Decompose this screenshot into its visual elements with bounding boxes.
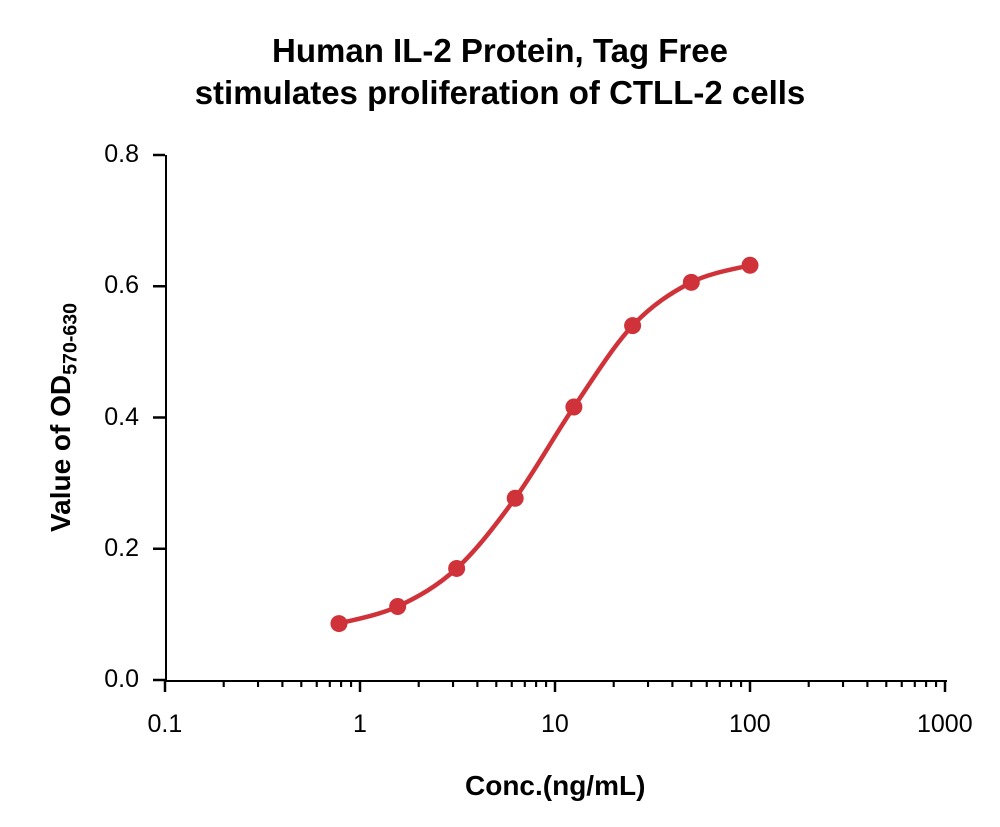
data-marker — [389, 598, 406, 615]
data-marker — [330, 615, 347, 632]
data-marker — [683, 274, 700, 291]
y-tick-label: 0.8 — [104, 140, 139, 169]
data-marker — [448, 560, 465, 577]
x-tick-label: 100 — [729, 710, 771, 739]
y-tick-label: 0.2 — [104, 534, 139, 563]
x-tick-label: 10 — [541, 710, 569, 739]
chart-svg — [0, 0, 1000, 827]
series-line — [339, 265, 750, 623]
x-axis-label: Conc.(ng/mL) — [465, 770, 645, 802]
y-axis-label: Value of OD570-630 — [45, 303, 83, 532]
y-tick-label: 0.6 — [104, 271, 139, 300]
chart-container: { "chart": { "type": "line", "title_line… — [0, 0, 1000, 827]
data-marker — [624, 317, 641, 334]
y-tick-label: 0.0 — [104, 665, 139, 694]
x-tick-label: 1000 — [917, 710, 973, 739]
ylabel-subscript: 570-630 — [60, 303, 82, 375]
x-tick-label: 0.1 — [148, 710, 183, 739]
y-tick-label: 0.4 — [104, 403, 139, 432]
data-marker — [507, 490, 524, 507]
ylabel-prefix: Value of OD — [45, 375, 76, 532]
data-marker — [565, 399, 582, 416]
x-tick-label: 1 — [353, 710, 367, 739]
data-marker — [742, 257, 759, 274]
